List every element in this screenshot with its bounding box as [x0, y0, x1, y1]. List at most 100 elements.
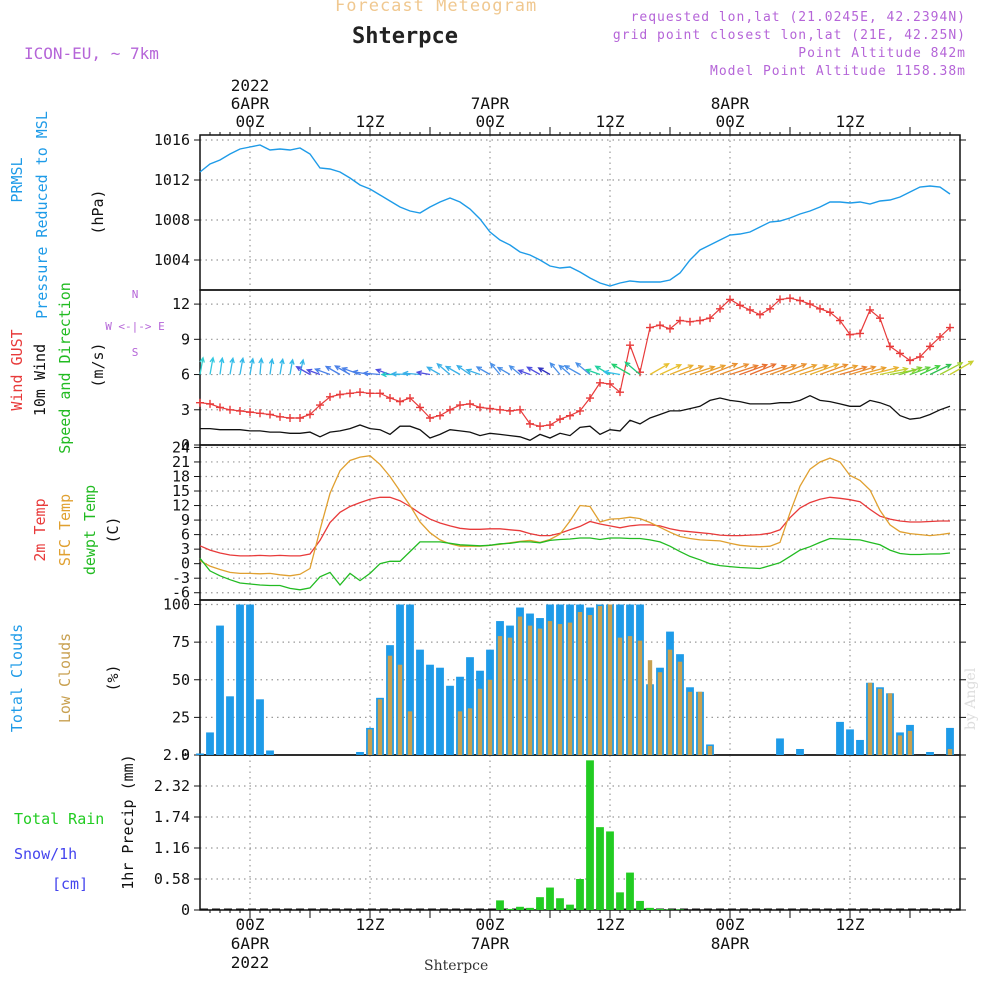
total-cloud-bar [246, 604, 254, 755]
gust-marker [486, 404, 494, 413]
total-cloud-bar [206, 732, 214, 755]
ytick-label: 1008 [154, 211, 190, 229]
low-cloud-bar [667, 649, 673, 755]
wind-direction-arrow [362, 370, 381, 377]
gust-marker [906, 356, 914, 365]
wind-direction-arrow [939, 362, 964, 376]
gust-marker [816, 304, 824, 313]
wind-direction-arrow [465, 368, 481, 376]
low-cloud-bar [587, 615, 593, 755]
ytick-label: -6 [172, 584, 190, 602]
rain-bar [496, 900, 504, 910]
wind-direction-arrow [679, 365, 705, 376]
wind-direction-arrow [558, 364, 571, 375]
wind-direction-arrow [729, 364, 760, 376]
direction-label: Speed and Direction [56, 282, 74, 454]
gust-marker [426, 413, 434, 422]
low-cloud-bar [887, 693, 893, 755]
wind-direction-arrow [949, 360, 975, 376]
wind-direction-arrow [324, 365, 341, 376]
total-cloud-bar [416, 649, 424, 755]
ytick-label: 15 [172, 482, 190, 500]
low-cloud-bar [607, 604, 613, 755]
low-clouds-label: Low Clouds [56, 633, 74, 723]
low-cloud-bar [647, 660, 653, 755]
low-cloud-bar [377, 699, 383, 755]
temp-sfc-label: SFC Temp [56, 494, 74, 566]
time-label-top: 7APR [471, 94, 510, 113]
gust-marker [806, 300, 814, 309]
time-label-bottom: 12Z [836, 915, 865, 934]
time-label-bottom: 8APR [711, 934, 750, 953]
rain-bar [566, 904, 574, 910]
total-cloud-bar [226, 696, 234, 755]
gust-marker [306, 410, 314, 419]
gust-marker [826, 308, 834, 317]
temp-dew-label: dewpt Temp [81, 485, 99, 575]
rain-bar [676, 909, 684, 910]
wind-direction-arrow [839, 365, 868, 376]
gust-marker [396, 397, 404, 406]
wind-direction-arrow [779, 363, 808, 376]
temp-2m-line [199, 496, 950, 557]
gust-marker [676, 316, 684, 325]
time-label-top: 00Z [236, 112, 265, 131]
gust-marker [566, 411, 574, 420]
total-cloud-bar [356, 751, 364, 755]
ytick-label: 21 [172, 453, 190, 471]
wind-direction-arrow [258, 357, 264, 375]
credit: by Angel [963, 667, 979, 730]
rain-bar [606, 831, 614, 910]
wind-direction-arrow [402, 370, 421, 377]
low-cloud-bar [507, 637, 513, 755]
time-label-bottom: 00Z [236, 915, 265, 934]
wind-label: 10m Wind [31, 344, 49, 416]
total-cloud-bar [926, 751, 934, 755]
gust-marker [286, 413, 294, 422]
wind-direction-arrow [602, 369, 621, 376]
gust-marker [466, 399, 474, 408]
total-cloud-bar [196, 753, 204, 755]
low-cloud-bar [367, 729, 373, 755]
temp-sfc-line [199, 455, 951, 577]
total-cloud-bar [446, 685, 454, 755]
low-cloud-bar [597, 606, 603, 755]
rain-bar [596, 827, 604, 910]
gust-marker [876, 314, 884, 323]
low-cloud-bar [477, 688, 483, 755]
gust-marker [366, 389, 374, 398]
point-altitude: Point Altitude 842m [798, 46, 966, 61]
clouds-unit: (%) [104, 664, 122, 691]
time-label-top: 12Z [596, 112, 625, 131]
rain-bar [626, 872, 634, 910]
gust-marker [376, 389, 384, 398]
gust-marker [706, 314, 714, 323]
wind-direction-arrow [537, 367, 551, 376]
rain-bar [546, 887, 554, 910]
gust-marker [596, 378, 604, 387]
wind-direction-arrow [436, 362, 451, 375]
wind-direction-arrow [799, 364, 830, 376]
time-label-top: 00Z [716, 112, 745, 131]
low-cloud-bar [387, 655, 393, 755]
ytick-label: 9 [181, 330, 190, 348]
wind-direction-arrow [549, 361, 561, 375]
wind-direction-arrow [649, 363, 670, 376]
gust-marker [666, 324, 674, 333]
gust-marker [926, 342, 934, 351]
low-cloud-bar [677, 661, 683, 755]
low-cloud-bar [407, 711, 413, 755]
wind-direction-arrow [610, 363, 631, 376]
gust-marker [606, 379, 614, 388]
gust-marker [346, 389, 354, 398]
wind-direction-arrow [489, 362, 501, 375]
time-label-top: 12Z [356, 112, 385, 131]
chart-title: Forecast Meteogram [335, 0, 538, 16]
wind-direction-arrow [624, 361, 641, 375]
wind-direction-arrow [249, 357, 255, 375]
total-cloud-bar [466, 657, 474, 755]
panel-frame [199, 444, 961, 601]
gust-marker [546, 421, 554, 430]
wind-direction-arrow [584, 368, 601, 376]
gust-marker [866, 305, 874, 314]
